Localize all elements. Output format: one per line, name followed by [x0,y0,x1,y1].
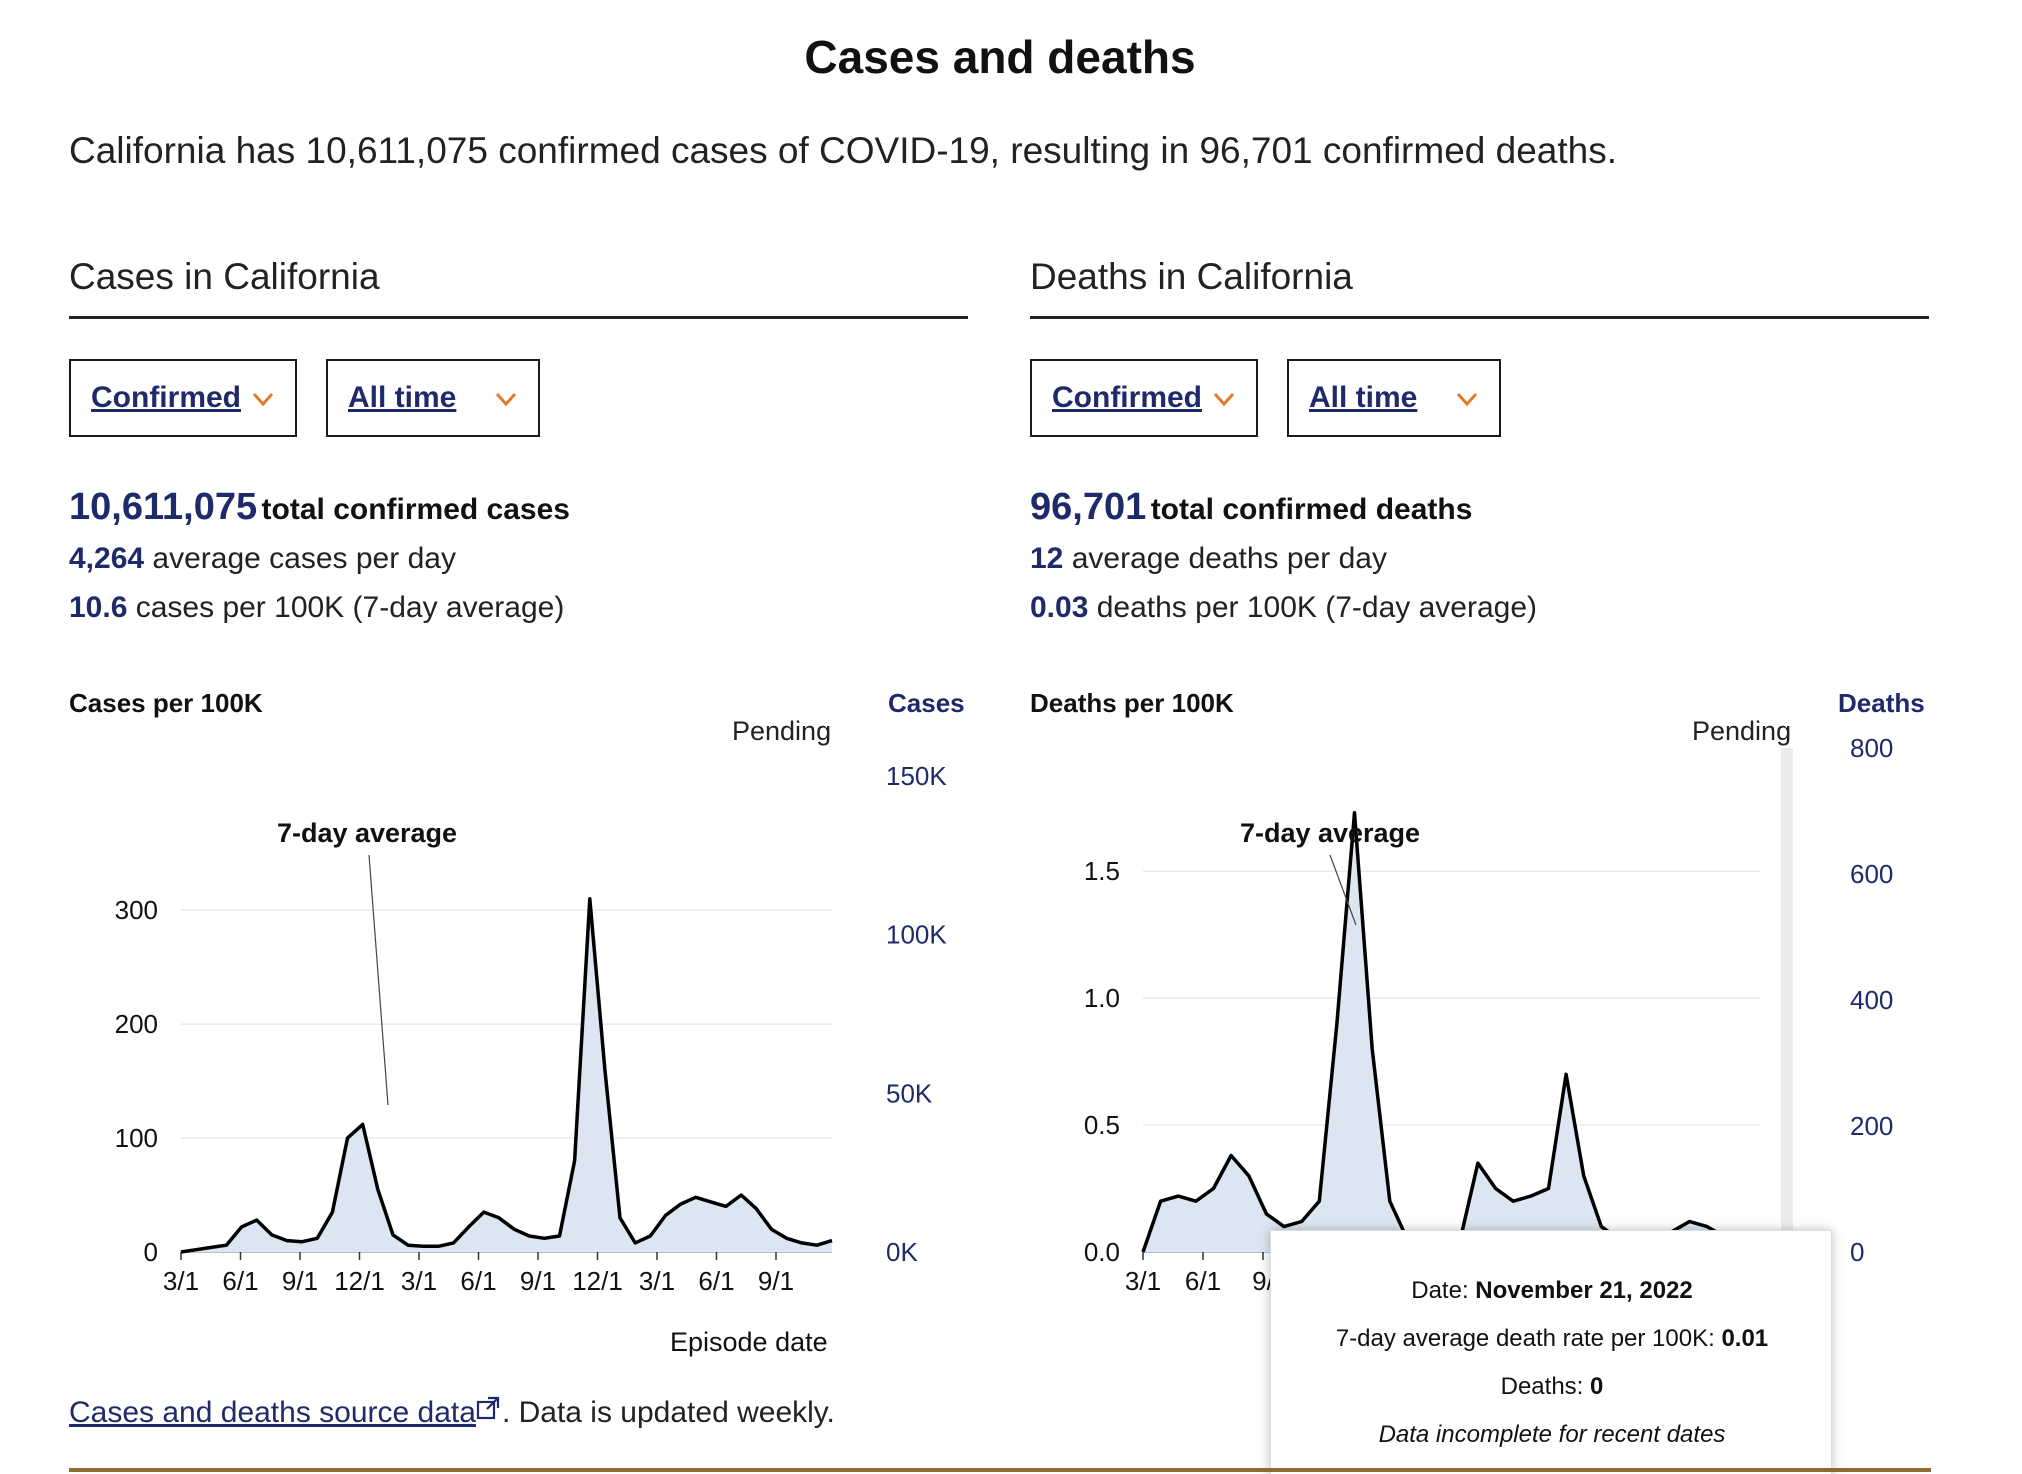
x-tick-label: 3/1 [401,1266,437,1296]
deaths-heading: Deaths in California [1030,256,1353,297]
tooltip-deaths: Deaths: 0 [1500,1373,1604,1400]
x-tick-label: 3/1 [639,1266,675,1296]
cases-range-label: All time [348,381,457,414]
y2-tick-label: 0K [886,1237,918,1267]
deaths-total: 96,701 total confirmed deaths [1030,486,1472,529]
chart-tooltip: Date: November 21, 2022 7-day average de… [1270,1230,1832,1474]
x-tick-label: 6/1 [460,1266,496,1296]
cases-avg: 4,264 average cases per day [69,542,456,576]
annotation-label: 7-day average [277,818,457,848]
y-tick-label: 0 [144,1237,158,1267]
x-tick-label: 6/1 [698,1266,734,1296]
deaths-chart-right-title: Deaths [1838,688,1925,718]
cases-rate: 10.6 cases per 100K (7-day average) [69,591,564,625]
y-tick-label: 300 [115,895,158,925]
deaths-heading-rule [1030,316,1929,319]
y2-tick-label: 0 [1850,1237,1864,1267]
cases-avg-value: 4,264 [69,542,145,575]
cases-chart: 0 100 200 300 0K 50K 100K 150K 3/1 6/1 9/1 12/1 3/1 6… [115,761,948,1296]
x-tick-label: 9/ [1252,1266,1274,1296]
y-tick-label: 0.0 [1084,1237,1120,1267]
daily-bars-area [1143,812,1760,1252]
cases-heading-rule [69,316,968,319]
cases-total-value: 10,611,075 [69,486,258,528]
deaths-type-label: Confirmed [1052,381,1202,414]
x-tick-label: 12/1 [334,1266,385,1296]
x-tick-label: 6/1 [222,1266,258,1296]
tooltip-note: Data incomplete for recent dates [1378,1421,1726,1448]
footer: Cases and deaths source data . Data is up… [69,1396,835,1430]
chevron-down-icon [1456,392,1478,407]
y2-tick-label: 400 [1850,985,1893,1015]
deaths-avg-label: average deaths per day [1071,542,1387,575]
y2-tick-label: 600 [1850,859,1893,889]
x-tick-label: 3/1 [1125,1266,1161,1296]
y-tick-label: 100 [115,1123,158,1153]
deaths-pending-band [1781,748,1793,1253]
cases-type-label: Confirmed [91,381,241,414]
deaths-range-label: All time [1309,381,1418,414]
x-tick-label: 9/1 [520,1266,556,1296]
y-tick-label: 200 [115,1009,158,1039]
y-tick-label: 1.5 [1084,856,1120,886]
x-tick-label: 9/1 [282,1266,318,1296]
deaths-total-label: total confirmed deaths [1150,493,1473,526]
deaths-pending-label: Pending [1692,716,1792,746]
chevron-down-icon [1213,392,1235,407]
chevron-down-icon [495,392,517,407]
annotation-leader [1329,854,1357,926]
y-tick-label: 1.0 [1084,983,1120,1013]
tooltip-rate: 7-day average death rate per 100K: 0.01 [1335,1325,1769,1352]
summary-text: California has 10,611,075 confirmed case… [69,130,1618,171]
source-data-link[interactable]: Cases and deaths source data [69,1396,476,1429]
deaths-avg: 12 average deaths per day [1030,542,1387,576]
x-tick-label: 12/1 [572,1266,623,1296]
x-tick-label: 6/1 [1185,1266,1221,1296]
deaths-rate-label: deaths per 100K (7-day average) [1096,591,1538,624]
deaths-chart-left-title: Deaths per 100K [1030,688,1234,718]
annotation-leader [368,854,389,1106]
y2-tick-label: 800 [1850,733,1893,763]
deaths-total-value: 96,701 [1030,486,1147,528]
y-tick-label: 0.5 [1084,1110,1120,1140]
deaths-rate-value: 0.03 [1030,591,1089,624]
chevron-down-icon [252,392,274,407]
x-tick-label: 3/1 [163,1266,199,1296]
deaths-range-dropdown[interactable]: All time [1287,359,1501,437]
footer-text: . Data is updated weekly. [501,1396,835,1429]
y2-tick-label: 200 [1850,1111,1893,1141]
y2-tick-label: 100K [886,920,947,950]
page-title: Cases and deaths [804,31,1196,83]
cases-range-dropdown[interactable]: All time [326,359,540,437]
y2-tick-label: 150K [886,761,947,791]
seven-day-average-line [180,897,833,1254]
bottom-border [69,1468,1931,1474]
cases-heading: Cases in California [69,256,380,297]
deaths-avg-value: 12 [1030,542,1064,575]
cases-chart-right-title: Cases [888,688,965,718]
cases-total-label: total confirmed cases [261,493,570,526]
cases-avg-label: average cases per day [152,542,456,575]
deaths-rate: 0.03 deaths per 100K (7-day average) [1030,591,1537,625]
cases-total: 10,611,075 total confirmed cases [69,486,570,529]
annotation-label: 7-day average [1240,818,1420,848]
cases-rate-value: 10.6 [69,591,128,624]
tooltip-date: Date: November 21, 2022 [1411,1277,1693,1304]
cases-type-dropdown[interactable]: Confirmed [69,359,297,437]
external-link-icon [476,1396,500,1420]
cases-chart-left-title: Cases per 100K [69,688,263,718]
y2-tick-label: 50K [886,1078,933,1108]
deaths-type-dropdown[interactable]: Confirmed [1030,359,1258,437]
x-tick-label: 9/1 [758,1266,794,1296]
cases-x-axis-label: Episode date [670,1327,828,1357]
cases-rate-label: cases per 100K (7-day average) [135,591,565,624]
cases-pending-label: Pending [732,716,832,746]
